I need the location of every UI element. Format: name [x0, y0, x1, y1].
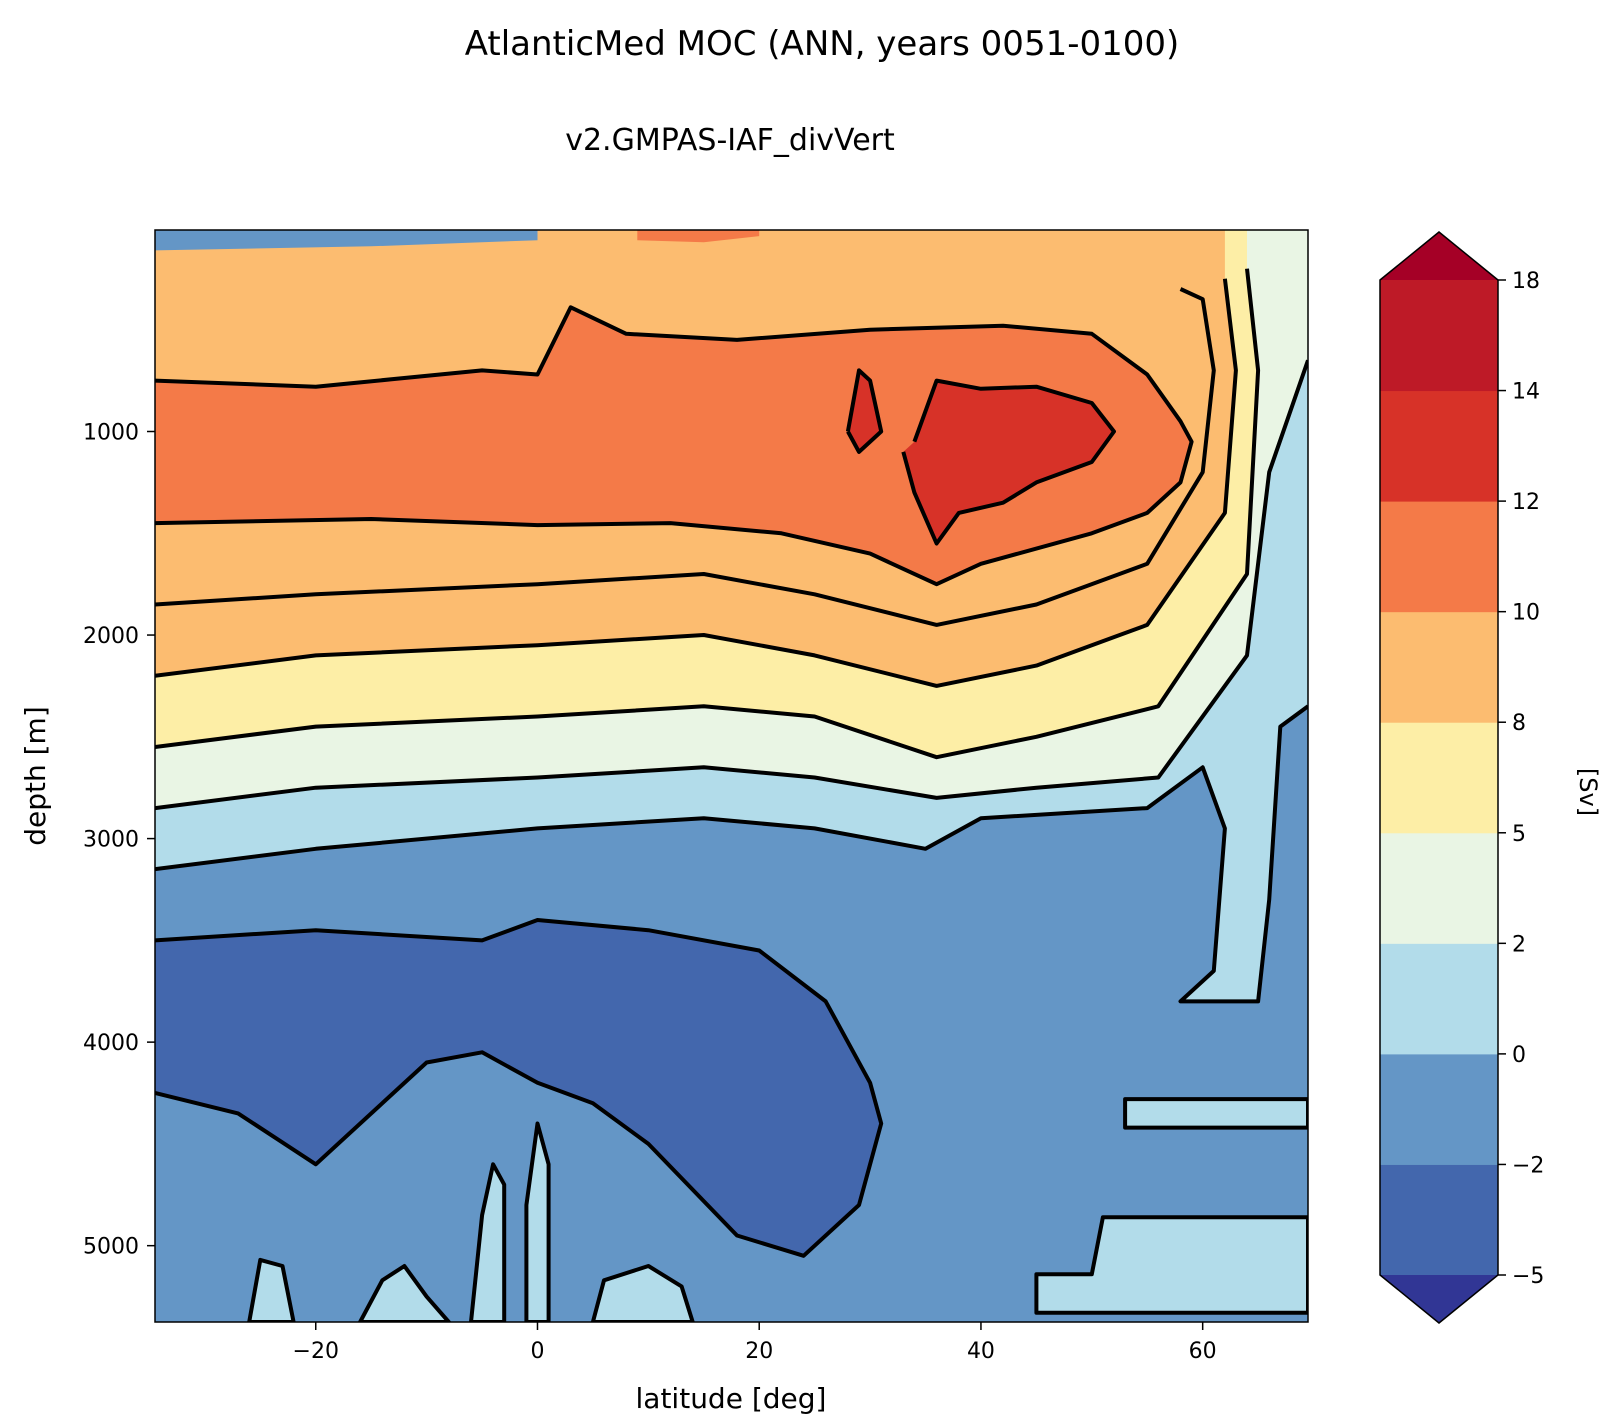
colorbar-segment-8: [1380, 280, 1498, 392]
colorbar-segment-2: [1380, 943, 1498, 1055]
contour-line-12-0: [155, 305, 1194, 587]
colorbar-label: [Sv]: [1574, 768, 1602, 816]
x-tick-label-3: 40: [967, 1339, 995, 1364]
fill-bottom-patch-4: [590, 1264, 695, 1322]
x-tick-label-1: 0: [530, 1339, 544, 1364]
fill-bottom-patch-3: [524, 1121, 551, 1322]
colorbar-tick-label-9: 18: [1512, 269, 1540, 294]
colorbar-tick-label-0: −5: [1512, 1264, 1544, 1289]
colorbar-segment-7: [1380, 390, 1498, 502]
plot-frame: [154, 229, 1309, 1323]
fill-band-minus5-minus2: [155, 920, 882, 1256]
colorbar-tick-label-5: 8: [1512, 711, 1526, 736]
colorbar-segment-5: [1380, 611, 1498, 723]
x-tick-label-0: −20: [293, 1339, 339, 1364]
x-tick-label-2: 20: [745, 1339, 773, 1364]
fill-bottom-patch-2: [469, 1162, 507, 1322]
fill-surface-negative: [155, 230, 538, 251]
fill-band-12-14-0: [903, 380, 1114, 544]
contour-line-5-5: [155, 268, 1261, 760]
contour-line-10-3: [155, 287, 1216, 627]
y-tick-label-1: 2000: [83, 624, 139, 649]
plot-area: [154, 229, 1309, 1323]
colorbar-segment-1: [1380, 1053, 1498, 1165]
contour-line-0-7: [155, 704, 1308, 1004]
colorbar-tick-label-2: 0: [1512, 1043, 1526, 1068]
y-tick-label-0: 1000: [83, 421, 139, 446]
colorbar: −5 −2 0 2 5 8 10 12 14 18: [1379, 231, 1544, 1324]
colorbar-tick-label-6: 10: [1512, 601, 1540, 626]
fill-surface-positive: [637, 230, 760, 243]
contour-line-2-6: [155, 359, 1308, 811]
fill-bottom-patch-5: [1034, 1215, 1308, 1315]
colorbar-segment-4: [1380, 722, 1498, 834]
y-axis: 1000 2000 3000 4000 5000: [83, 421, 155, 1260]
contour-line-14-2: [845, 368, 884, 454]
colorbar-segment-0: [1380, 1164, 1498, 1276]
colorbar-extend-max: [1380, 232, 1498, 280]
contour-line--2-8: [155, 918, 884, 1258]
y-axis-label: depth [m]: [19, 706, 52, 846]
colorbar-tick-label-3: 2: [1512, 932, 1526, 957]
y-tick-label-3: 4000: [83, 1031, 139, 1056]
y-tick-label-4: 5000: [83, 1235, 139, 1260]
colorbar-tick-label-8: 14: [1512, 380, 1540, 405]
colorbar-tick-label-1: −2: [1512, 1153, 1544, 1178]
x-axis-label: latitude [deg]: [636, 1382, 827, 1415]
colorbar-tick-label-7: 12: [1512, 490, 1540, 515]
colorbar-extend-min: [1380, 1275, 1498, 1323]
contour-line-8-4: [155, 278, 1238, 688]
fill-bottom-patch-6: [1123, 1097, 1308, 1130]
x-tick-label-4: 60: [1189, 1339, 1217, 1364]
x-axis: −20 0 20 40 60: [293, 1322, 1217, 1364]
colorbar-segment-3: [1380, 832, 1498, 944]
fill-bottom-patch-1: [358, 1264, 451, 1322]
colorbar-tick-label-4: 5: [1512, 822, 1526, 847]
y-tick-label-2: 3000: [83, 828, 139, 853]
colorbar-segment-6: [1380, 501, 1498, 613]
chart-title: AtlanticMed MOC (ANN, years 0051-0100): [465, 24, 1180, 64]
chart-subtitle: v2.GMPAS-IAF_divVert: [565, 123, 895, 158]
fill-bottom-patch-0: [247, 1257, 296, 1322]
contour-line-14-1: [901, 378, 1116, 546]
